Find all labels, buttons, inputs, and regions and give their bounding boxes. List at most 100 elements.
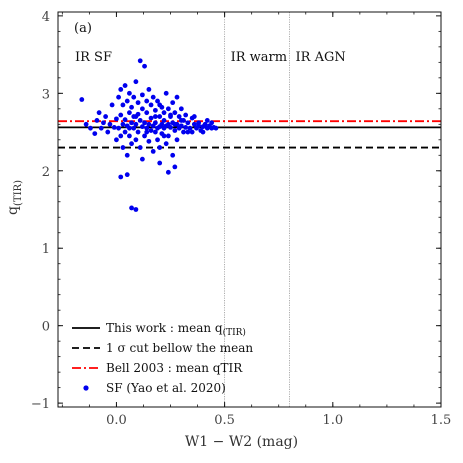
legend-label-main: This work : mean q — [106, 321, 223, 335]
x-tick-label: 1.0 — [322, 413, 343, 428]
region-label: IR warm — [231, 50, 287, 65]
data-point — [88, 125, 93, 131]
data-point — [129, 141, 134, 147]
data-point — [131, 125, 137, 131]
data-point — [168, 112, 173, 118]
y-tick-label: 1 — [42, 242, 50, 257]
data-point — [133, 79, 139, 85]
data-point — [96, 110, 102, 116]
data-point — [152, 129, 158, 135]
data-point — [202, 121, 208, 127]
data-point — [133, 207, 139, 212]
data-point — [146, 87, 152, 92]
data-point — [127, 133, 132, 139]
data-point — [127, 110, 132, 116]
data-point — [200, 129, 206, 135]
data-point — [129, 205, 134, 211]
data-point — [183, 112, 189, 118]
data-point — [196, 120, 202, 126]
data-point — [181, 129, 186, 135]
data-point — [105, 129, 111, 135]
data-point — [191, 121, 197, 127]
data-point — [150, 94, 156, 100]
data-point — [204, 118, 210, 123]
legend-label-sub: (TIR) — [223, 327, 246, 338]
data-point — [118, 174, 124, 180]
data-point — [101, 120, 106, 126]
panel-label: (a) — [74, 21, 92, 36]
data-point — [79, 97, 85, 102]
data-point — [165, 133, 171, 139]
data-point — [139, 156, 145, 162]
data-point — [83, 121, 89, 127]
data-point — [114, 116, 119, 122]
data-point — [185, 120, 191, 126]
data-point — [139, 106, 145, 112]
y-axis-label: q(TIR) — [5, 180, 24, 215]
data-point — [135, 100, 141, 106]
data-point — [124, 152, 130, 158]
y-tick-label: 2 — [42, 165, 50, 180]
data-point — [109, 102, 115, 108]
data-point — [209, 120, 215, 126]
data-point — [146, 138, 152, 144]
data-point — [116, 94, 121, 100]
y-axis-label-main: q — [5, 206, 21, 215]
data-point — [209, 125, 215, 131]
y-axis-label-sub: (TIR) — [13, 180, 24, 206]
data-point — [94, 118, 100, 123]
data-point — [144, 125, 150, 131]
data-point — [92, 131, 98, 136]
data-point — [168, 125, 173, 130]
data-point — [116, 125, 121, 131]
data-point — [152, 107, 158, 113]
plot-border — [57, 11, 442, 408]
data-point — [155, 98, 160, 104]
data-point — [172, 128, 178, 133]
data-point — [152, 114, 158, 119]
data-point — [170, 152, 176, 158]
data-point — [103, 114, 109, 119]
y-tick-label: 0 — [42, 320, 50, 335]
data-point — [144, 98, 150, 104]
data-point — [161, 110, 167, 116]
data-point — [137, 58, 143, 64]
data-point — [150, 149, 156, 154]
data-point — [165, 106, 171, 112]
data-point — [139, 92, 145, 98]
data-point — [135, 129, 141, 135]
data-point — [107, 121, 113, 127]
data-point — [114, 137, 119, 143]
data-point — [118, 87, 124, 92]
data-point — [118, 133, 124, 139]
data-point — [118, 112, 124, 118]
data-point — [148, 128, 154, 133]
region-label: IR SF — [75, 50, 112, 65]
x-tick-label: 0.0 — [106, 413, 127, 428]
data-point — [122, 129, 128, 135]
data-point — [129, 120, 134, 126]
legend-marker — [83, 385, 89, 391]
legend-label: This work : mean q(TIR) — [106, 321, 246, 338]
data-point — [155, 137, 160, 143]
data-point — [129, 104, 134, 110]
data-point — [157, 114, 163, 119]
data-points — [79, 58, 219, 212]
data-point — [127, 125, 132, 131]
data-point — [163, 90, 169, 96]
data-point — [174, 137, 180, 143]
data-point — [213, 125, 219, 131]
data-point — [174, 94, 180, 100]
plot-frame — [57, 11, 442, 408]
legend: This work : mean q(TIR) 1 σ cut bellow th… — [72, 321, 253, 395]
data-point — [161, 118, 167, 123]
legend-label-main: 1 σ cut bellow the mean — [106, 341, 253, 355]
legend-label-main: SF (Yao et al. 2020) — [106, 381, 226, 395]
y-tick-label: 3 — [42, 87, 50, 102]
region-label: IR AGN — [296, 50, 346, 65]
y-tick-label: 4 — [42, 10, 50, 25]
data-point — [133, 121, 139, 127]
data-point — [133, 137, 139, 143]
